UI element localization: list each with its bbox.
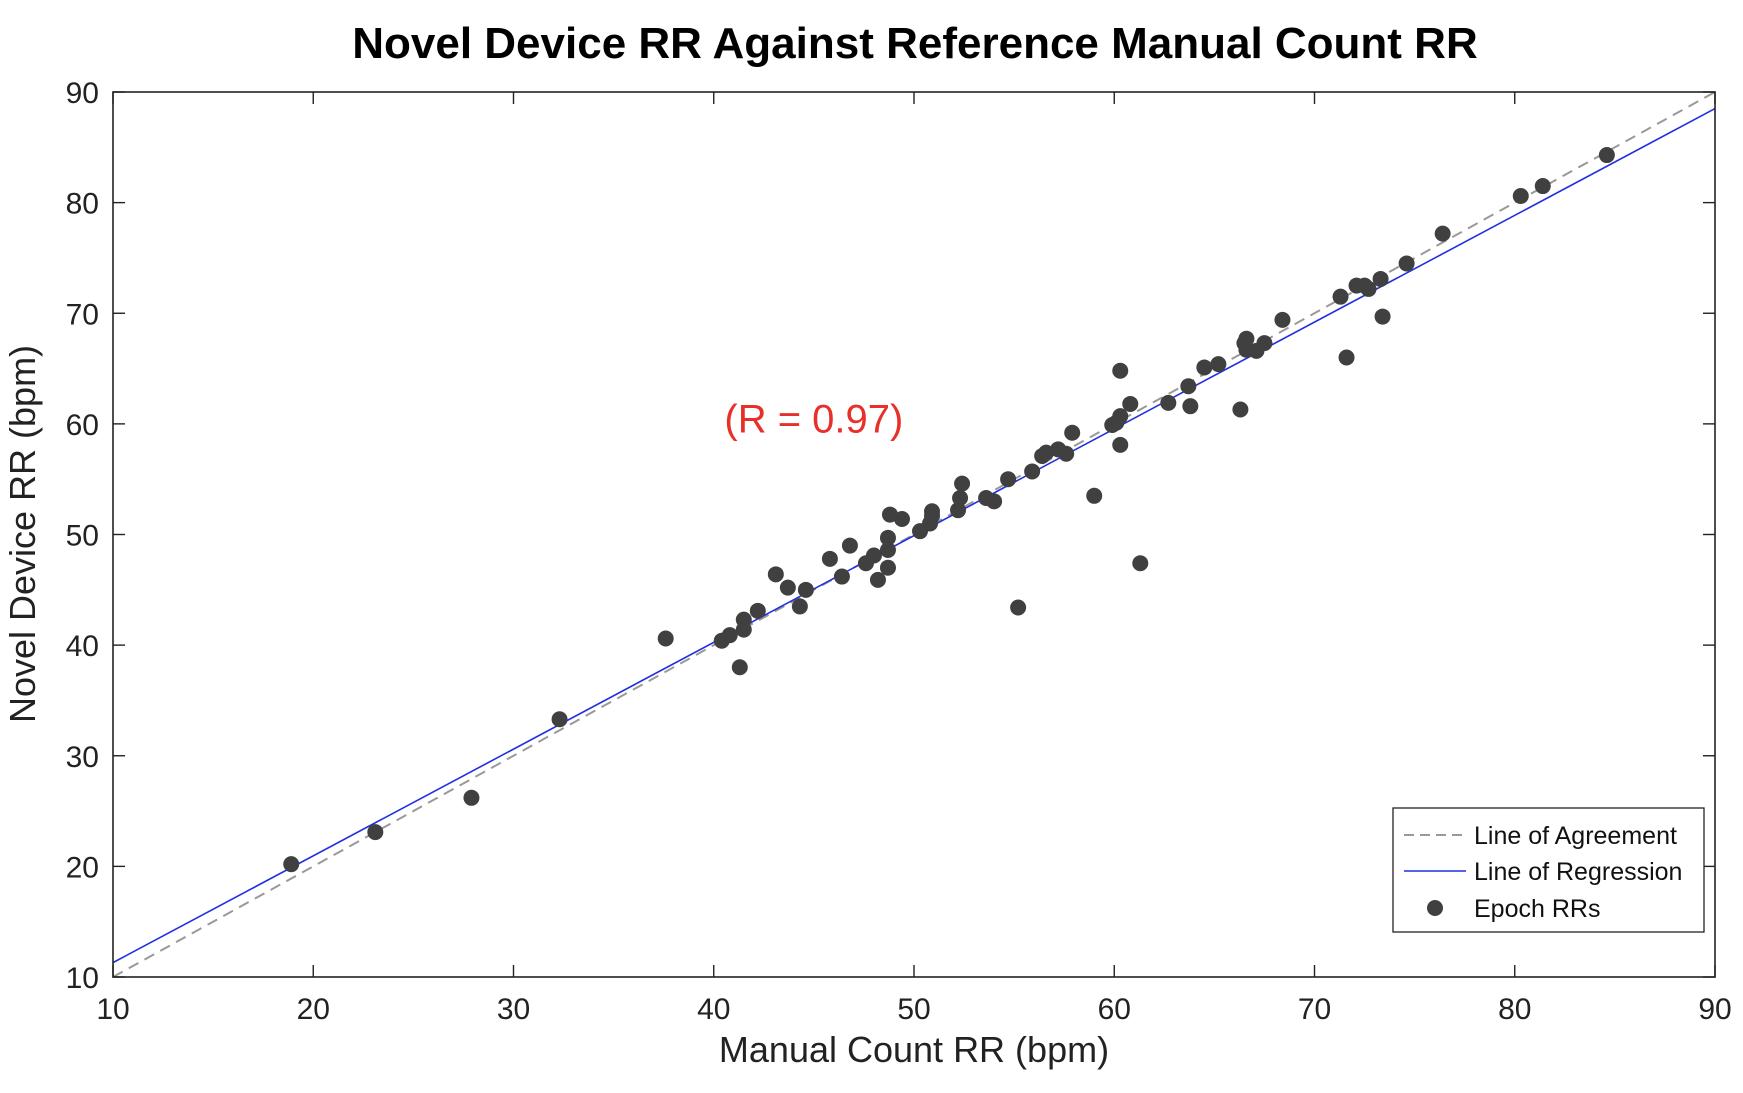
epoch-rr-point: [1256, 335, 1273, 352]
epoch-rr-point: [950, 502, 967, 519]
epoch-rr-point: [1210, 356, 1227, 373]
epoch-rr-point: [1534, 178, 1551, 195]
epoch-rr-point: [986, 493, 1003, 510]
epoch-rr-point: [1372, 270, 1389, 287]
epoch-rr-point: [869, 571, 886, 588]
epoch-rr-point: [1024, 463, 1041, 480]
x-tick-label: 30: [497, 993, 530, 1026]
legend-agreement-label: Line of Agreement: [1474, 822, 1677, 850]
y-tick-label: 40: [66, 630, 99, 663]
x-tick-label: 20: [297, 993, 330, 1026]
epoch-rr-point: [954, 475, 971, 492]
epoch-rr-point: [735, 611, 752, 628]
legend-points-swatch: [1427, 900, 1443, 916]
epoch-rr-point: [797, 581, 814, 598]
epoch-rr-point: [721, 627, 738, 644]
epoch-rr-point: [924, 507, 941, 524]
epoch-rr-point: [1398, 255, 1415, 272]
legend-box: [1392, 807, 1705, 933]
y-tick-label: 70: [66, 298, 99, 331]
epoch-rr-point: [1058, 445, 1075, 462]
epoch-rr-point: [1274, 311, 1291, 328]
epoch-rr-point: [1064, 424, 1081, 441]
epoch-rr-point: [1332, 288, 1349, 305]
epoch-rr-point: [1196, 359, 1213, 376]
epoch-rr-point: [779, 579, 796, 596]
epoch-rr-point: [879, 559, 896, 576]
epoch-rr-point: [657, 630, 674, 647]
epoch-rr-point: [1182, 398, 1199, 415]
x-tick-label: 70: [1298, 993, 1331, 1026]
epoch-rr-point: [1086, 487, 1103, 504]
chart-title: Novel Device RR Against Reference Manual…: [352, 19, 1478, 68]
epoch-rr-point: [1122, 395, 1139, 412]
x-tick-label: 50: [897, 993, 930, 1026]
epoch-rr-point: [833, 568, 850, 585]
epoch-rr-point: [367, 824, 384, 841]
epoch-rr-point: [749, 602, 766, 619]
epoch-rr-point: [1180, 378, 1197, 395]
epoch-rr-point: [1512, 187, 1529, 204]
epoch-rr-point: [1132, 555, 1149, 572]
y-axis: 10 20 30 40 50 60 70 80 90: [66, 77, 1715, 995]
epoch-rr-point: [731, 659, 748, 676]
epoch-rr-point: [1232, 401, 1249, 418]
epoch-rr-point: [821, 550, 838, 567]
y-tick-label: 20: [66, 851, 99, 884]
y-tick-label: 80: [66, 188, 99, 221]
correlation-annotation: (R = 0.97): [724, 397, 903, 441]
epoch-rr-point: [1000, 471, 1017, 488]
epoch-rr-point: [1160, 394, 1177, 411]
x-axis-label: Manual Count RR (bpm): [719, 1029, 1109, 1070]
epoch-rr-point: [1360, 280, 1377, 297]
legend: Line of Agreement Line of Regression Epo…: [1392, 807, 1705, 933]
epoch-rr-point: [865, 547, 882, 564]
epoch-rr-point: [1112, 436, 1129, 453]
epoch-rr-point: [1038, 444, 1055, 461]
y-tick-label: 10: [66, 962, 99, 995]
x-tick-label: 90: [1698, 993, 1731, 1026]
y-axis-label: Novel Device RR (bpm): [2, 345, 43, 723]
plot-area: 10 20 30 40 50 60 70 80 90 10 20 30 40 50 60 70 80 90: [66, 77, 1732, 1026]
epoch-rr-point: [283, 856, 300, 873]
epoch-rr-point: [1112, 362, 1129, 379]
y-tick-label: 30: [66, 741, 99, 774]
legend-points-label: Epoch RRs: [1474, 895, 1600, 923]
epoch-rr-point: [1112, 408, 1129, 425]
epoch-rr-point: [841, 537, 858, 554]
epoch-rr-point: [1010, 599, 1027, 616]
y-tick-label: 60: [66, 409, 99, 442]
epoch-rr-point: [879, 541, 896, 558]
epoch-rr-point: [791, 598, 808, 615]
epoch-rr-point: [1338, 349, 1355, 366]
epoch-rr-point: [879, 529, 896, 546]
epoch-rr-point: [767, 566, 784, 583]
x-tick-label: 80: [1498, 993, 1531, 1026]
epoch-rr-point: [551, 711, 568, 728]
epoch-rr-point: [893, 511, 910, 528]
epoch-rr-point: [952, 489, 969, 506]
x-tick-label: 10: [96, 993, 129, 1026]
x-axis: 10 20 30 40 50 60 70 80 90: [96, 92, 1732, 1026]
x-tick-label: 60: [1098, 993, 1131, 1026]
legend-regression-label: Line of Regression: [1474, 858, 1682, 886]
epoch-rr-point: [1598, 147, 1615, 164]
epoch-rr-point: [463, 789, 480, 806]
epoch-rr-point: [1434, 225, 1451, 242]
y-tick-label: 50: [66, 520, 99, 553]
x-tick-label: 40: [697, 993, 730, 1026]
y-tick-label: 90: [66, 77, 99, 110]
epoch-rr-point: [1238, 330, 1255, 347]
epoch-rr-point: [881, 506, 898, 523]
points-layer: [283, 147, 1615, 873]
epoch-rr-point: [1374, 308, 1391, 325]
